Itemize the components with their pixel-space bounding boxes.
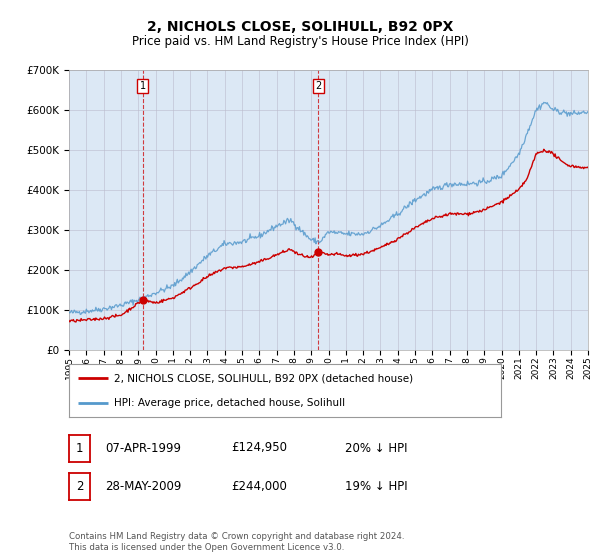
Text: 2: 2 — [315, 81, 322, 91]
Text: Contains HM Land Registry data © Crown copyright and database right 2024.
This d: Contains HM Land Registry data © Crown c… — [69, 532, 404, 552]
Text: £244,000: £244,000 — [231, 479, 287, 493]
Text: 1: 1 — [76, 442, 83, 455]
Text: £124,950: £124,950 — [231, 441, 287, 455]
Text: 2: 2 — [76, 480, 83, 493]
Text: 19% ↓ HPI: 19% ↓ HPI — [345, 479, 407, 493]
Text: 2, NICHOLS CLOSE, SOLIHULL, B92 0PX: 2, NICHOLS CLOSE, SOLIHULL, B92 0PX — [147, 20, 453, 34]
Text: 28-MAY-2009: 28-MAY-2009 — [105, 479, 181, 493]
Text: 1: 1 — [140, 81, 146, 91]
Text: 2, NICHOLS CLOSE, SOLIHULL, B92 0PX (detached house): 2, NICHOLS CLOSE, SOLIHULL, B92 0PX (det… — [115, 374, 413, 384]
Text: HPI: Average price, detached house, Solihull: HPI: Average price, detached house, Soli… — [115, 398, 346, 408]
Text: 20% ↓ HPI: 20% ↓ HPI — [345, 441, 407, 455]
Text: 07-APR-1999: 07-APR-1999 — [105, 441, 181, 455]
Text: Price paid vs. HM Land Registry's House Price Index (HPI): Price paid vs. HM Land Registry's House … — [131, 35, 469, 48]
